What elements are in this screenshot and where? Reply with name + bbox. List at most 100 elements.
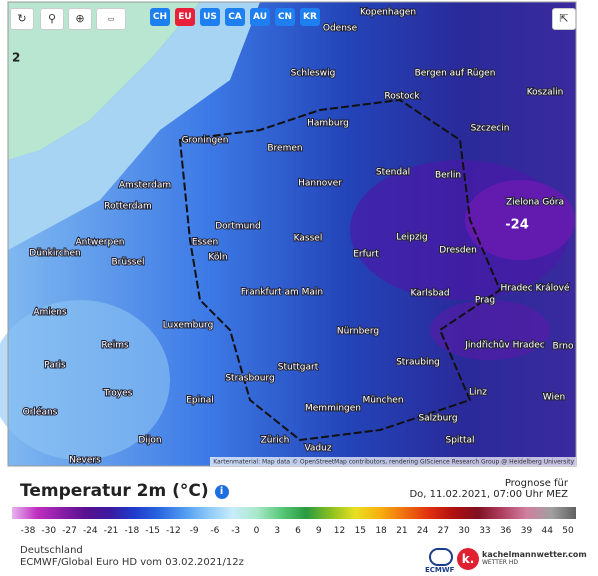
city-label: Luxemburg <box>163 321 214 331</box>
tick-label: 3 <box>274 526 281 536</box>
city-label: Reims <box>101 341 129 351</box>
city-label: Erfurt <box>353 250 379 260</box>
sea-area <box>8 2 260 250</box>
brand-logo: k. <box>457 548 479 570</box>
region-button[interactable]: CA <box>225 8 245 26</box>
tick-label: 0 <box>253 526 260 536</box>
peak-label: -24 <box>505 218 529 233</box>
tick-label: 39 <box>520 526 533 536</box>
tick-label: -12 <box>166 526 181 536</box>
region-button[interactable]: AU <box>250 8 270 26</box>
city-label: Orléans <box>23 407 58 418</box>
cold-area <box>465 180 575 260</box>
city-label: Odense <box>323 24 358 34</box>
city-label: Nürnberg <box>337 327 379 337</box>
tick-label: 36 <box>499 526 512 536</box>
city-label: Amiens <box>33 308 67 318</box>
tick-label: 30 <box>458 526 470 536</box>
tick-label: 21 <box>396 526 408 536</box>
zoom-button[interactable]: ⊕ <box>68 8 92 30</box>
city-label: Rostock <box>384 92 420 102</box>
city-label: Paris <box>44 361 66 371</box>
map-style-button[interactable]: ▭ <box>96 8 126 30</box>
attribution-bg <box>210 457 576 466</box>
city-label: Bergen auf Rügen <box>415 69 496 79</box>
mild-area <box>0 300 170 460</box>
city-label: Karlsbad <box>410 289 449 299</box>
tick-label: 6 <box>295 526 301 536</box>
city-label: Frankfurt am Main <box>241 288 323 298</box>
tick-label: -9 <box>189 526 199 536</box>
tick-label: -15 <box>145 526 160 536</box>
forecast-label: Prognose für <box>504 478 568 489</box>
city-label: Dünkirchen <box>29 249 80 259</box>
tick-label: -30 <box>41 526 57 536</box>
refresh-button[interactable]: ↻ <box>10 8 34 30</box>
city-label: Stuttgart <box>278 363 319 373</box>
sea-area <box>8 2 200 160</box>
cold-area <box>430 300 550 360</box>
city-label: München <box>362 396 403 406</box>
tick-label: -21 <box>103 526 119 536</box>
city-label: Leipzig <box>396 233 428 243</box>
city-label: Linz <box>469 388 487 398</box>
tick-label: -24 <box>82 526 98 536</box>
city-label: Jindřichův Hradec <box>464 340 545 351</box>
city-label: Brno <box>553 342 574 352</box>
tick-label: -3 <box>231 526 241 536</box>
city-label: Zielona Góra <box>506 197 564 208</box>
region-button[interactable]: KR <box>300 8 320 26</box>
city-label: Berlin <box>435 171 461 181</box>
city-label: Dresden <box>439 246 477 256</box>
footer-region: Deutschland <box>20 545 83 556</box>
region-button[interactable]: CH <box>150 8 170 26</box>
region-button[interactable]: EU <box>175 8 195 26</box>
city-label: Dortmund <box>215 222 261 232</box>
tick-label: 27 <box>437 526 450 536</box>
city-label: Straubing <box>396 358 440 368</box>
forecast: Prognose für Do, 11.02.2021, 07:00 Uhr ME… <box>409 478 568 500</box>
location-button[interactable]: ⚲ <box>40 8 64 30</box>
city-label: Essen <box>192 238 218 248</box>
city-label: Antwerpen <box>76 238 125 248</box>
brand: kachelmannwetter.com WETTER HD <box>482 550 587 566</box>
tick-label: -18 <box>124 526 140 536</box>
tick-label: 12 <box>333 526 346 536</box>
city-label: Epinal <box>186 396 214 406</box>
city-label: Hradec Králové <box>500 283 569 294</box>
legend-title-text: Temperatur 2m (°C) <box>20 481 209 501</box>
border <box>178 98 502 442</box>
region-button[interactable]: US <box>200 8 220 26</box>
city-label: Nevers <box>69 456 101 466</box>
tick-label: 44 <box>541 526 553 536</box>
tick-label: 24 <box>416 526 429 536</box>
city-label: Dijon <box>138 436 161 446</box>
tick-label: -38 <box>20 526 36 536</box>
ecmwf-logo: ECMWF <box>425 548 454 574</box>
tick-label: 33 <box>479 526 491 536</box>
tick-label: 50 <box>562 526 574 536</box>
city-label: Salzburg <box>418 414 457 424</box>
tick-label: -6 <box>210 526 220 536</box>
city-label: Kopenhagen <box>360 8 416 18</box>
city-label: Kassel <box>294 234 323 244</box>
color-bar <box>12 507 576 519</box>
city-label: Koszalin <box>527 88 564 98</box>
city-label: Bremen <box>267 144 302 154</box>
corner-label: 2 <box>12 51 20 65</box>
info-icon[interactable]: i <box>214 485 229 499</box>
city-label: Vaduz <box>304 444 331 454</box>
city-label: Schleswig <box>291 69 336 79</box>
city-label: Rotterdam <box>104 202 152 212</box>
brand-sub: WETTER HD <box>482 559 518 566</box>
forecast-time: Do, 11.02.2021, 07:00 Uhr MEZ <box>409 489 568 500</box>
share-button[interactable]: ⇱ <box>552 8 576 30</box>
city-label: Zürich <box>261 436 290 446</box>
ecmwf-text: ECMWF <box>425 566 455 574</box>
tick-label: 18 <box>375 526 387 536</box>
region-button[interactable]: CN <box>275 8 295 26</box>
attribution: Kartenmaterial: Map data © OpenStreetMap… <box>213 459 574 466</box>
city-label: Hamburg <box>307 119 349 129</box>
